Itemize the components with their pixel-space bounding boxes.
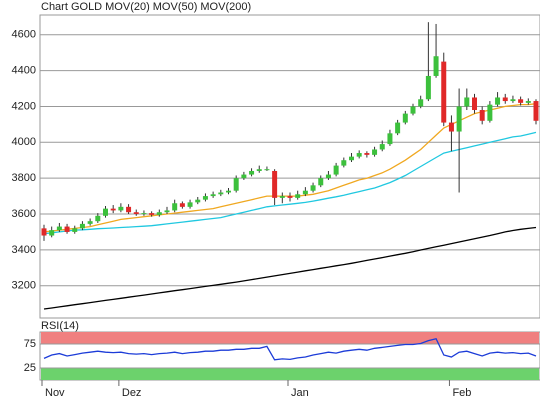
candle-body <box>126 206 132 213</box>
candle-body <box>295 194 301 198</box>
candle-body <box>95 215 101 222</box>
candle-body <box>441 61 447 123</box>
candle-body <box>141 213 147 215</box>
candle-body <box>318 178 324 186</box>
legend-entry: MOV(20) <box>105 1 150 13</box>
band <box>41 332 539 344</box>
candle-body <box>249 170 255 175</box>
candle-body <box>402 113 408 123</box>
candle-body <box>448 122 454 132</box>
candle-body <box>49 230 55 236</box>
candle-body <box>495 97 501 105</box>
candle-body <box>472 97 477 111</box>
x-tick-label: Dez <box>122 387 142 399</box>
candle-body <box>156 212 162 215</box>
legend-entry: MOV(50) <box>153 1 198 13</box>
y-tick-label: 25 <box>24 362 36 374</box>
candle-body <box>87 221 93 224</box>
candle-body <box>210 194 216 197</box>
candle-body <box>395 122 401 134</box>
candle-body <box>118 206 124 211</box>
candle-body <box>479 110 485 121</box>
candle-body <box>333 165 339 175</box>
candle-body <box>72 228 78 232</box>
legend-entry: Chart GOLD <box>41 1 102 13</box>
candle-body <box>172 203 178 211</box>
candle-body <box>356 153 362 157</box>
candle-body <box>325 174 331 179</box>
panel-title: RSI(14) <box>41 320 79 332</box>
candle-body <box>364 153 370 155</box>
y-tick-label: 3600 <box>12 208 36 220</box>
candle-body <box>41 228 47 236</box>
candle-body <box>372 149 378 155</box>
candle-body <box>525 101 531 103</box>
candle-body <box>418 99 424 107</box>
candle-body <box>456 106 462 132</box>
candle-body <box>233 178 239 191</box>
y-tick-label: 3400 <box>12 244 36 256</box>
candle-body <box>149 213 155 215</box>
candle-body <box>379 144 385 150</box>
candle-body <box>533 101 539 121</box>
candle-body <box>279 196 285 198</box>
candle-body <box>110 208 116 211</box>
x-tick-label: Nov <box>45 387 65 399</box>
line <box>43 131 537 235</box>
candle-body <box>310 185 316 191</box>
price-panel <box>39 14 540 319</box>
candle-body <box>256 169 262 171</box>
y-tick-label: 75 <box>24 338 36 350</box>
candle-body <box>341 160 347 166</box>
candle-body <box>218 192 224 195</box>
x-tick-label: Jan <box>291 387 309 399</box>
candle-body <box>64 226 70 232</box>
band <box>41 368 539 380</box>
candle-body <box>179 203 185 207</box>
x-tick-label: Feb <box>452 387 471 399</box>
y-tick-label: 3200 <box>12 280 36 292</box>
candle-body <box>433 56 439 76</box>
candle-body <box>195 199 201 203</box>
y-tick-label: 4200 <box>12 100 36 112</box>
line <box>43 226 537 310</box>
candle-body <box>464 97 470 107</box>
line <box>43 337 537 361</box>
candle-body <box>133 212 139 215</box>
candle-body <box>241 174 247 179</box>
legend-entry: MOV(200) <box>200 1 251 13</box>
candle-body <box>502 97 508 102</box>
candle-body <box>349 156 354 161</box>
candle-body <box>164 210 170 213</box>
candle-body <box>425 75 431 100</box>
candle-body <box>79 223 85 229</box>
candle-body <box>410 106 416 114</box>
y-tick-label: 4600 <box>12 29 36 41</box>
candle-body <box>302 190 308 195</box>
y-tick-label: 3800 <box>12 172 36 184</box>
candle-body <box>264 169 270 171</box>
candle-body <box>103 208 108 216</box>
candle-body <box>287 196 293 198</box>
candle-body <box>510 99 516 102</box>
y-tick-label: 4000 <box>12 136 36 148</box>
candle-body <box>518 99 524 103</box>
candle-body <box>387 133 393 145</box>
candle-body <box>272 170 278 198</box>
candle-body <box>187 202 193 207</box>
candle-body <box>226 190 231 193</box>
candle-body <box>487 104 493 121</box>
candle-body <box>202 196 208 200</box>
candle-body <box>56 226 62 231</box>
y-tick-label: 4400 <box>12 64 36 76</box>
